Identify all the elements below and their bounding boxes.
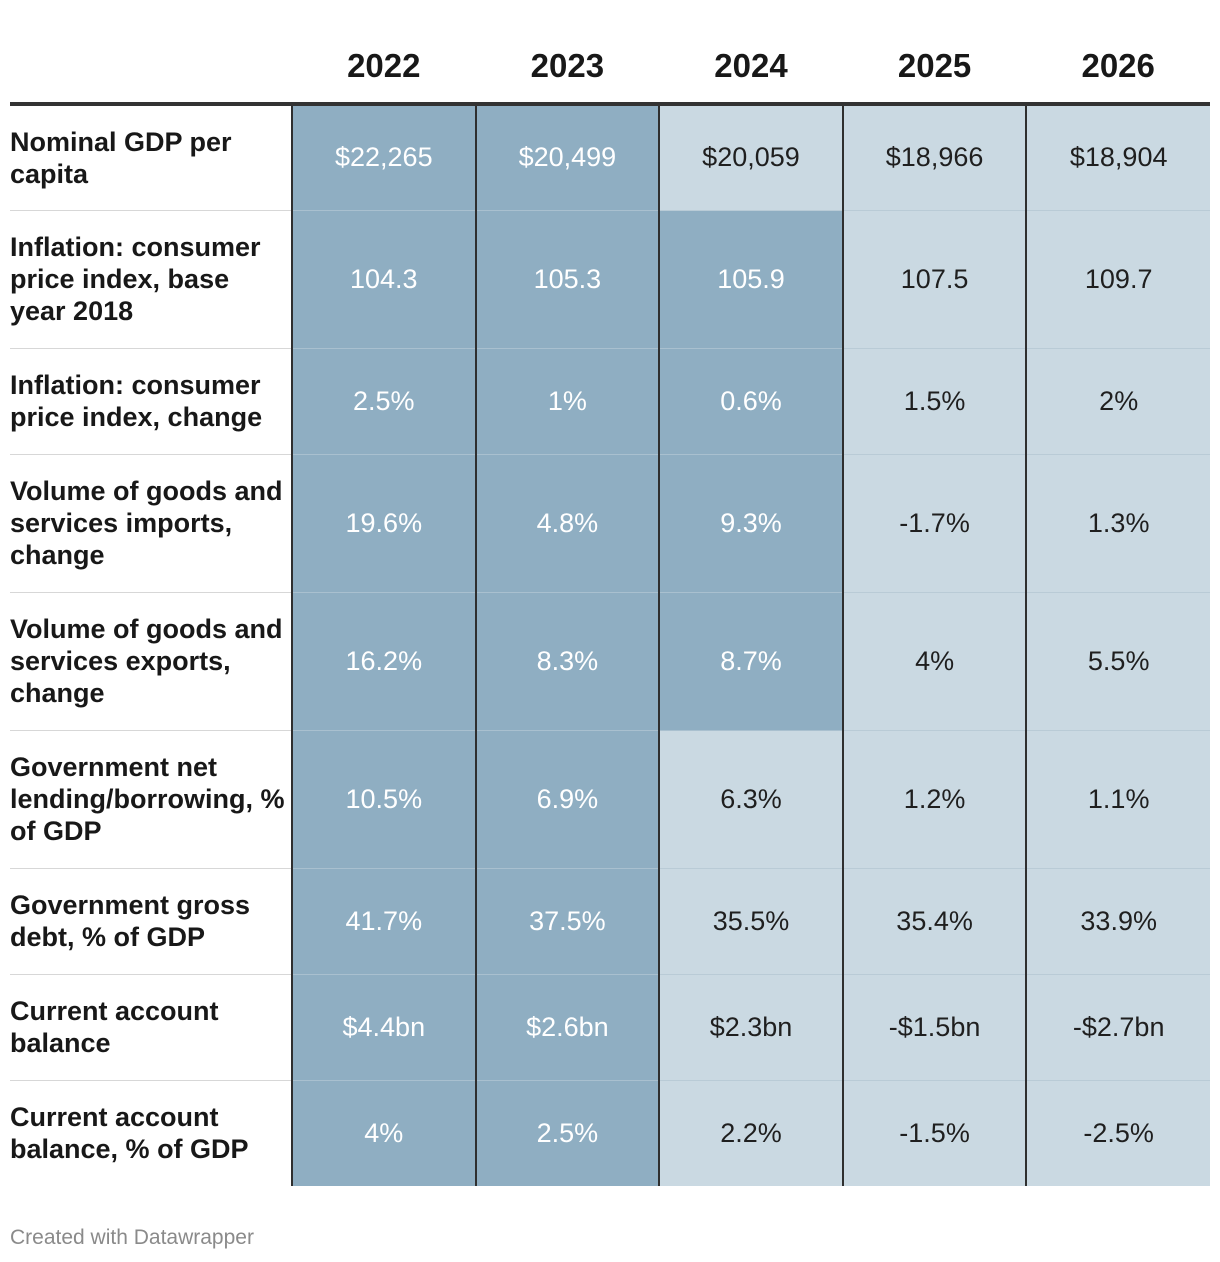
data-table: 2022 2023 2024 2025 2026 Nominal GDP per… xyxy=(10,30,1210,1186)
column-header-2022: 2022 xyxy=(292,30,476,106)
table-cell: $20,059 xyxy=(658,104,843,211)
table-cell: 1.3% xyxy=(1025,454,1210,593)
table-cell: -$2.7bn xyxy=(1025,974,1210,1081)
row-label: Government net lending/borrowing, % of G… xyxy=(10,730,292,869)
table-body: Nominal GDP per capita $22,265 $20,499 $20,… xyxy=(10,104,1210,1186)
table-cell: 2% xyxy=(1025,348,1210,455)
table-cell: 35.4% xyxy=(841,868,1027,975)
table-cell: -2.5% xyxy=(1025,1080,1210,1186)
table-cell: $4.4bn xyxy=(291,974,476,1081)
row-label: Volume of goods and services imports, ch… xyxy=(10,454,292,593)
table-cell: 4.8% xyxy=(474,454,660,593)
table-row: Current account balance, % of GDP 4% 2.5% 2… xyxy=(10,1080,1210,1186)
table-cell: 35.5% xyxy=(658,868,843,975)
row-label: Nominal GDP per capita xyxy=(10,104,292,211)
table-cell: 5.5% xyxy=(1025,592,1210,731)
table-cell: 33.9% xyxy=(1025,868,1210,975)
table-cell: 1.1% xyxy=(1025,730,1210,869)
table-cell: 109.7 xyxy=(1025,210,1210,349)
table-row: Inflation: consumer price index, change 2… xyxy=(10,348,1210,455)
table-cell: 16.2% xyxy=(291,592,476,731)
table-cell: 4% xyxy=(841,592,1027,731)
table-cell: 0.6% xyxy=(658,348,843,455)
row-label: Current account balance xyxy=(10,974,292,1081)
row-label: Government gross debt, % of GDP xyxy=(10,868,292,975)
table-cell: 19.6% xyxy=(291,454,476,593)
table-row: Government gross debt, % of GDP 41.7% 37.5… xyxy=(10,868,1210,975)
table-cell: 104.3 xyxy=(291,210,476,349)
row-label: Inflation: consumer price index, change xyxy=(10,348,292,455)
table-cell: 107.5 xyxy=(841,210,1027,349)
table-cell: 10.5% xyxy=(291,730,476,869)
column-header-2026: 2026 xyxy=(1026,30,1210,106)
table-cell: 6.3% xyxy=(658,730,843,869)
corner-cell xyxy=(10,30,292,106)
row-label: Current account balance, % of GDP xyxy=(10,1102,249,1165)
table-row: Inflation: consumer price index, base ye… xyxy=(10,210,1210,349)
header-row: 2022 2023 2024 2025 2026 xyxy=(10,30,1210,106)
table-cell: 1% xyxy=(474,348,660,455)
table-cell: 2.2% xyxy=(658,1080,843,1186)
table-cell: 37.5% xyxy=(474,868,660,975)
table-cell: -1.5% xyxy=(841,1080,1027,1186)
table-cell: 9.3% xyxy=(658,454,843,593)
table-row: Volume of goods and services imports, ch… xyxy=(10,454,1210,593)
table-row: Nominal GDP per capita $22,265 $20,499 $20,… xyxy=(10,104,1210,211)
row-label: Inflation: consumer price index, base ye… xyxy=(10,210,292,349)
column-header-2024: 2024 xyxy=(659,30,843,106)
table-cell: 6.9% xyxy=(474,730,660,869)
table-cell: $18,966 xyxy=(841,104,1027,211)
table-row: Government net lending/borrowing, % of G… xyxy=(10,730,1210,869)
table-cell: $20,499 xyxy=(474,104,660,211)
table-cell: 2.5% xyxy=(291,348,476,455)
table-cell: $22,265 xyxy=(291,104,476,211)
table-cell: 105.3 xyxy=(474,210,660,349)
table-cell: $18,904 xyxy=(1025,104,1210,211)
column-header-2023: 2023 xyxy=(475,30,660,106)
table-cell: 8.3% xyxy=(474,592,660,731)
table-cell: 4% xyxy=(291,1080,476,1186)
table-cell: -1.7% xyxy=(841,454,1027,593)
table-row: Volume of goods and services exports, ch… xyxy=(10,592,1210,731)
table-cell: $2.3bn xyxy=(658,974,843,1081)
table-cell: 1.2% xyxy=(841,730,1027,869)
table-row: Current account balance $4.4bn $2.6bn $2.3b… xyxy=(10,974,1210,1081)
table-cell: 2.5% xyxy=(474,1080,660,1186)
table-cell: $2.6bn xyxy=(474,974,660,1081)
table-cell: 1.5% xyxy=(841,348,1027,455)
table-cell: 41.7% xyxy=(291,868,476,975)
footer-credit: Created with Datawrapper xyxy=(10,1226,254,1249)
column-header-2025: 2025 xyxy=(842,30,1027,106)
table-cell: -$1.5bn xyxy=(841,974,1027,1081)
table-cell: 105.9 xyxy=(658,210,843,349)
row-label: Volume of goods and services exports, ch… xyxy=(10,592,292,731)
table-cell: 8.7% xyxy=(658,592,843,731)
